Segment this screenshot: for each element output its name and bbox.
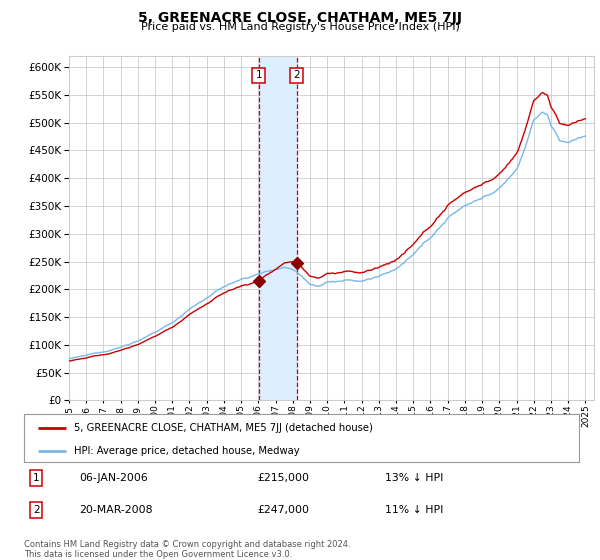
Text: £215,000: £215,000 [257, 473, 309, 483]
Text: 1: 1 [33, 473, 40, 483]
Text: 1: 1 [256, 71, 262, 81]
Text: 06-JAN-2006: 06-JAN-2006 [79, 473, 148, 483]
Text: 13% ↓ HPI: 13% ↓ HPI [385, 473, 443, 483]
Text: £247,000: £247,000 [257, 505, 309, 515]
Text: 2: 2 [33, 505, 40, 515]
Text: Contains HM Land Registry data © Crown copyright and database right 2024.
This d: Contains HM Land Registry data © Crown c… [24, 540, 350, 559]
Text: HPI: Average price, detached house, Medway: HPI: Average price, detached house, Medw… [74, 446, 299, 456]
Bar [259, 56, 296, 400]
Text: 2: 2 [293, 71, 300, 81]
Text: 5, GREENACRE CLOSE, CHATHAM, ME5 7JJ (detached house): 5, GREENACRE CLOSE, CHATHAM, ME5 7JJ (de… [74, 423, 373, 433]
Text: Price paid vs. HM Land Registry's House Price Index (HPI): Price paid vs. HM Land Registry's House … [140, 22, 460, 32]
Text: 5, GREENACRE CLOSE, CHATHAM, ME5 7JJ: 5, GREENACRE CLOSE, CHATHAM, ME5 7JJ [138, 11, 462, 25]
Text: 11% ↓ HPI: 11% ↓ HPI [385, 505, 443, 515]
Text: 20-MAR-2008: 20-MAR-2008 [79, 505, 153, 515]
